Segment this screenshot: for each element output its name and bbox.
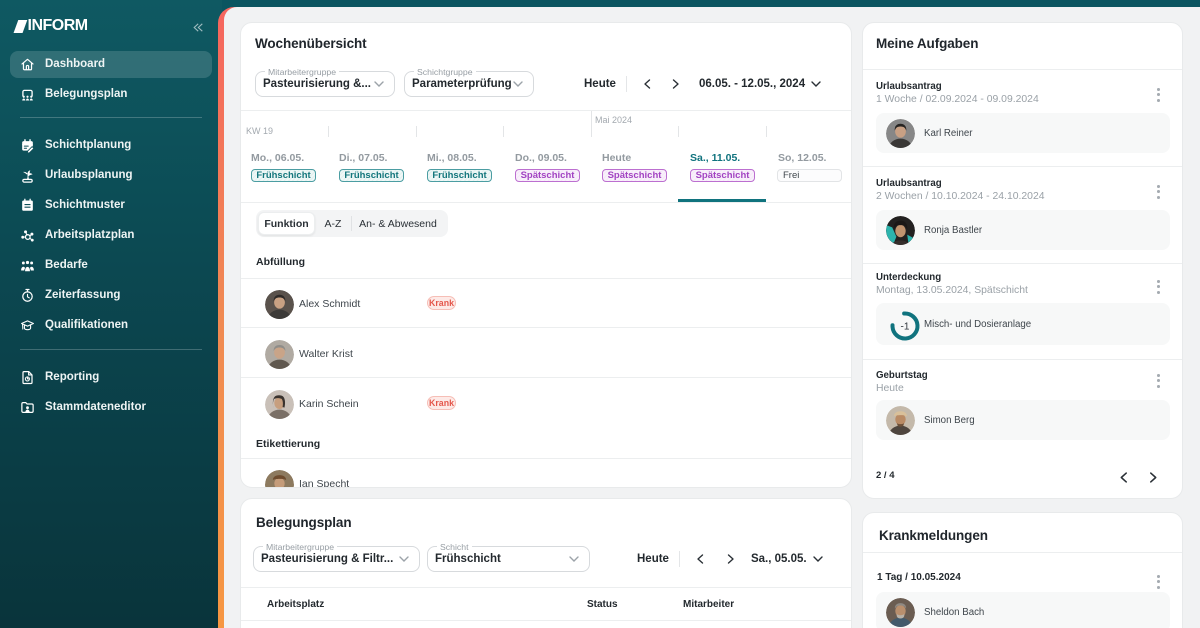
svg-text:-1: -1 [901, 322, 910, 333]
